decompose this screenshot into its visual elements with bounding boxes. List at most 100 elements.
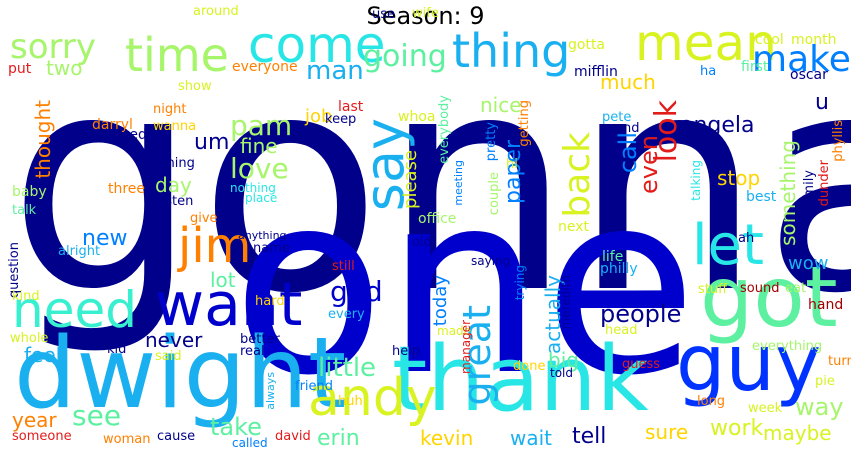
word-job: job — [305, 106, 333, 127]
word-little: little — [318, 353, 377, 383]
word-going: going — [363, 39, 447, 74]
word-last: last — [338, 99, 364, 115]
word-gonna: gonna — [8, 10, 851, 359]
word-ah: ah — [738, 231, 755, 246]
word-oscar: oscar — [790, 67, 828, 83]
word-saying: saying — [471, 254, 511, 268]
word-people: people — [600, 300, 682, 328]
word-trying: trying — [513, 265, 527, 301]
word-kid: kid — [107, 342, 127, 357]
word-turn: turn — [828, 354, 851, 369]
word-guess: guess — [622, 357, 661, 372]
word-maybe: maybe — [763, 421, 832, 445]
word-nice: nice — [480, 93, 522, 117]
word-ha: ha — [700, 64, 717, 79]
word-whole: whole — [10, 331, 49, 346]
word-lot: lot — [210, 268, 236, 292]
word-gotta: gotta — [568, 37, 606, 53]
word-something: something — [776, 140, 800, 246]
word-said: said — [155, 349, 182, 364]
word-paper: paper — [501, 140, 526, 204]
word-real: real — [240, 344, 265, 359]
word-everybody: everybody — [437, 95, 452, 164]
word-keep: keep — [325, 112, 357, 127]
word-let: let — [692, 213, 764, 278]
word-everything: everything — [752, 339, 823, 354]
word-friend: friend — [295, 379, 334, 394]
word-jim: jim — [178, 218, 252, 274]
word-meeting: meeting — [452, 160, 465, 206]
word-night: night — [153, 102, 187, 117]
word-dunder: dunder — [817, 160, 832, 207]
word-much: much — [600, 70, 656, 94]
word-talking: talking — [689, 160, 703, 201]
word-phyllis: phyllis — [831, 120, 846, 162]
word-woman: woman — [103, 432, 151, 447]
word-wife: wife — [412, 6, 439, 21]
word-mifflin: mifflin — [574, 64, 618, 80]
word-around: around — [193, 4, 239, 19]
word-someone: someone — [12, 429, 72, 444]
word-um: um — [194, 130, 230, 155]
word-nothing: nothing — [230, 181, 276, 195]
word-got: got — [700, 248, 838, 346]
word-show: show — [178, 79, 212, 94]
word-manager: manager — [459, 320, 473, 374]
word-feel: feel — [24, 343, 62, 367]
word-pie: pie — [815, 374, 835, 389]
word-always: always — [264, 372, 277, 410]
word-come: come — [248, 16, 386, 74]
word-take: take — [210, 413, 262, 441]
figure-title: Season: 9 — [366, 2, 485, 30]
word-three: three — [108, 181, 146, 197]
word-end: end — [615, 121, 640, 136]
word-wait: wait — [510, 426, 553, 450]
word-want: want — [155, 270, 303, 340]
word-office: office — [418, 211, 457, 227]
word-help: help — [392, 344, 421, 359]
word-big: big — [548, 348, 579, 372]
word-way: way — [795, 393, 844, 421]
word-mean: mean — [635, 14, 777, 72]
word-family: family — [802, 170, 817, 211]
word-huh: huh — [338, 394, 363, 409]
word-time: time — [125, 28, 229, 82]
word-every: every — [328, 307, 365, 322]
word-even: even — [635, 135, 663, 194]
word-please: please — [400, 150, 421, 209]
word-name: name — [253, 241, 290, 256]
word-better: better — [240, 332, 280, 347]
word-give: give — [190, 211, 218, 226]
word-kevin: kevin — [420, 426, 474, 450]
word-stuff: stuff — [698, 282, 728, 297]
word-pam: pam — [230, 109, 293, 142]
word-long: long — [697, 394, 726, 409]
word-back: back — [557, 132, 598, 218]
word-sure: sure — [645, 420, 689, 444]
word-sorry: sorry — [10, 27, 96, 67]
word-kind: kind — [12, 289, 40, 304]
word-hi: hi — [506, 157, 518, 172]
word-two: two — [46, 56, 83, 80]
word-old: old — [412, 235, 432, 250]
word-cause: cause — [157, 429, 196, 444]
word-make: make — [752, 39, 851, 80]
word-guy: guy — [676, 319, 822, 409]
word-still: still — [332, 259, 355, 274]
word-hand: hand — [808, 297, 844, 313]
word-put: put — [8, 61, 32, 77]
word-whoa: whoa — [398, 109, 436, 125]
word-year: year — [12, 408, 57, 432]
word-eat: eat — [785, 281, 807, 296]
word-wow: wow — [788, 253, 829, 274]
word-u: u — [815, 90, 829, 115]
word-alright: alright — [58, 244, 101, 259]
word-anything: anything — [238, 229, 287, 242]
word-sound: sound — [740, 281, 780, 296]
word-thought: thought — [31, 100, 55, 179]
word-day: day — [155, 173, 192, 197]
word-coming: coming — [147, 156, 195, 171]
word-wanna: wanna — [153, 119, 197, 134]
word-next: next — [558, 219, 590, 235]
word-need: need — [12, 281, 137, 339]
